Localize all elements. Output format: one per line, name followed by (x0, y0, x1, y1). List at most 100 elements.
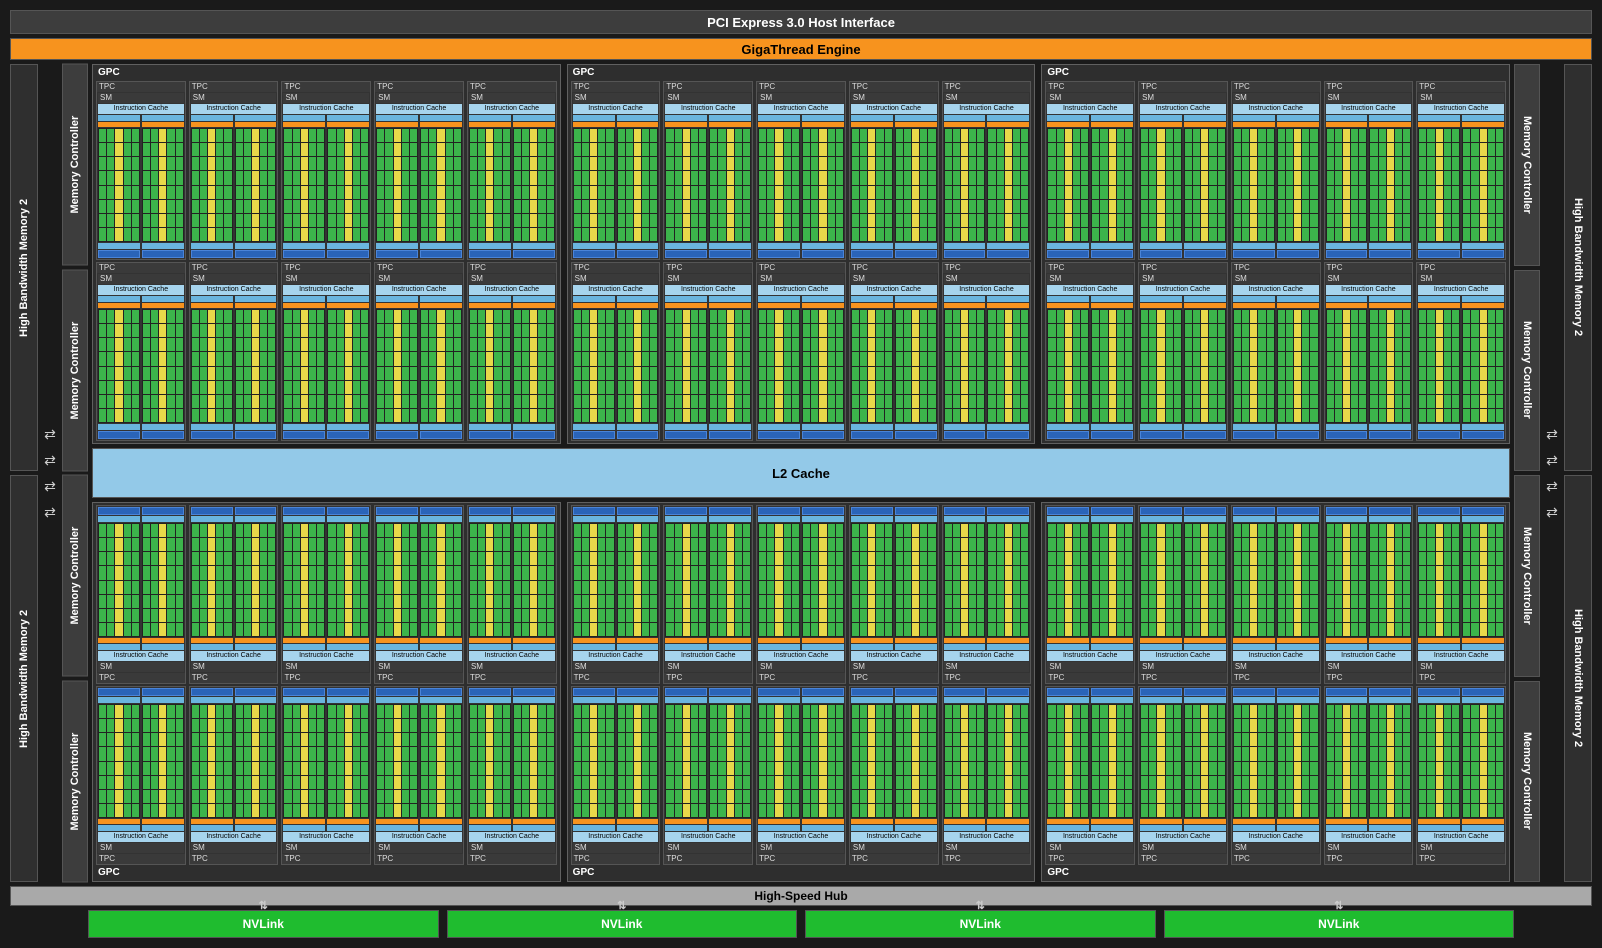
instruction-cache: Instruction Cache (851, 651, 937, 661)
tpc-block: TPCSMInstruction Cache (281, 81, 371, 260)
sm-block: SMInstruction Cache (375, 687, 463, 854)
warp-scheduler (758, 303, 844, 308)
gpc-row-bottom: SMInstruction CacheTPCSMInstruction Cach… (92, 502, 1510, 882)
tpc-block: TPCSMInstruction Cache (1416, 81, 1506, 260)
tpc-block: SMInstruction CacheTPC (1324, 505, 1414, 684)
sm-label: SM (665, 274, 751, 284)
register-file (469, 688, 555, 696)
sm-label: SM (665, 93, 751, 103)
sm-label: SM (376, 843, 462, 853)
sm-label: SM (283, 93, 369, 103)
sm-block: SMInstruction Cache (664, 273, 752, 440)
dispatch-units (851, 424, 937, 430)
sm-label: SM (851, 274, 937, 284)
sm-block: SMInstruction Cache (664, 687, 752, 854)
memory-controller-block: Memory Controller (1514, 681, 1540, 883)
memctrl-left-column: Memory Controller Memory Controller Memo… (62, 64, 88, 882)
warp-scheduler (665, 303, 751, 308)
sm-label: SM (191, 662, 277, 672)
tpc-label: TPC (757, 673, 845, 683)
register-file (469, 250, 555, 258)
dispatch-units (944, 115, 1030, 121)
dispatch-units (1140, 115, 1226, 121)
cuda-core-grid (1140, 704, 1226, 818)
dispatch-units (1326, 516, 1412, 522)
warp-scheduler (851, 122, 937, 127)
tpc-block: TPCSMInstruction Cache (189, 81, 279, 260)
sm-block: SMInstruction Cache (1417, 687, 1505, 854)
cuda-core-grid (191, 128, 277, 242)
sm-block: SMInstruction Cache (850, 687, 938, 854)
sm-block: SMInstruction Cache (468, 506, 556, 673)
hbm-block: High Bandwidth Memory 2 (1564, 475, 1592, 882)
dispatch-units (283, 243, 369, 249)
hbm-right-column: High Bandwidth Memory 2 High Bandwidth M… (1564, 64, 1592, 882)
cuda-core-grid (665, 704, 751, 818)
sm-block: SMInstruction Cache (1325, 687, 1413, 854)
dispatch-units (191, 424, 277, 430)
instruction-cache: Instruction Cache (98, 104, 184, 114)
warp-scheduler (1140, 303, 1226, 308)
dispatch-units (191, 243, 277, 249)
tpc-label: TPC (943, 263, 1031, 273)
sm-label: SM (851, 843, 937, 853)
memory-controller-block: Memory Controller (62, 270, 88, 472)
cuda-core-grid (1233, 523, 1319, 637)
dispatch-units (1326, 825, 1412, 831)
sm-block: SMInstruction Cache (943, 506, 1031, 673)
tpc-label: TPC (1325, 854, 1413, 864)
register-file (1140, 688, 1226, 696)
dispatch-units (665, 424, 751, 430)
chip-body: High Bandwidth Memory 2 High Bandwidth M… (10, 64, 1592, 882)
nvlink-block: NVLink (88, 910, 439, 938)
warp-scheduler (283, 303, 369, 308)
warp-scheduler (1326, 303, 1412, 308)
tpc-block: TPCSMInstruction Cache (1045, 262, 1135, 441)
instruction-cache: Instruction Cache (665, 832, 751, 842)
dispatch-units (665, 243, 751, 249)
cuda-core-grid (758, 523, 844, 637)
sm-block: SMInstruction Cache (282, 687, 370, 854)
sm-block: SMInstruction Cache (850, 273, 938, 440)
instruction-cache: Instruction Cache (1233, 832, 1319, 842)
register-file (283, 250, 369, 258)
sm-block: SMInstruction Cache (757, 506, 845, 673)
register-file (665, 507, 751, 515)
register-file (851, 250, 937, 258)
tpc-label: TPC (190, 673, 278, 683)
sm-row: TPCSMInstruction CacheTPCSMInstruction C… (96, 262, 557, 441)
dispatch-units (98, 825, 184, 831)
tpc-block: SMInstruction CacheTPC (1045, 505, 1135, 684)
dispatch-units (758, 644, 844, 650)
tpc-block: TPCSMInstruction Cache (663, 81, 753, 260)
instruction-cache: Instruction Cache (944, 651, 1030, 661)
dispatch-units (191, 115, 277, 121)
tpc-block: TPCSMInstruction Cache (374, 81, 464, 260)
gpu-die: PCI Express 3.0 Host Interface GigaThrea… (0, 0, 1602, 948)
sm-label: SM (283, 843, 369, 853)
dispatch-units (376, 825, 462, 831)
tpc-block: SMInstruction CacheTPC (571, 505, 661, 684)
cuda-core-grid (944, 128, 1030, 242)
cuda-core-grid (1047, 523, 1133, 637)
register-file (1140, 431, 1226, 439)
dispatch-units (376, 644, 462, 650)
sm-row: SMInstruction CacheTPCSMInstruction Cach… (96, 686, 557, 865)
register-file (469, 507, 555, 515)
instruction-cache: Instruction Cache (944, 285, 1030, 295)
warp-scheduler (1418, 638, 1504, 643)
cuda-core-grid (98, 523, 184, 637)
dispatch-units (469, 424, 555, 430)
cuda-core-grid (1418, 309, 1504, 423)
dispatch-units (98, 243, 184, 249)
tpc-label: TPC (664, 854, 752, 864)
instruction-cache: Instruction Cache (376, 651, 462, 661)
tpc-label: TPC (572, 854, 660, 864)
warp-scheduler (1326, 819, 1412, 824)
sm-block: SMInstruction Cache (757, 687, 845, 854)
cuda-core-grid (469, 704, 555, 818)
instruction-cache: Instruction Cache (1140, 285, 1226, 295)
cuda-core-grid (1418, 704, 1504, 818)
instruction-cache: Instruction Cache (1233, 104, 1319, 114)
instruction-cache: Instruction Cache (851, 104, 937, 114)
